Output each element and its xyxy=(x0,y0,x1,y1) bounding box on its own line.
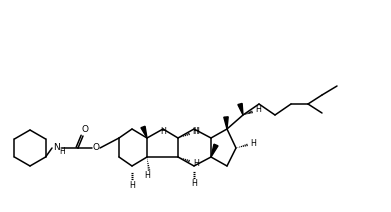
Polygon shape xyxy=(211,144,218,157)
Text: H: H xyxy=(255,106,261,114)
Text: H: H xyxy=(160,127,166,137)
Text: H: H xyxy=(193,159,199,167)
Polygon shape xyxy=(141,126,147,138)
Text: H: H xyxy=(192,127,198,137)
Text: O: O xyxy=(81,124,88,134)
Text: O: O xyxy=(93,144,99,152)
Text: H: H xyxy=(191,180,197,188)
Text: H: H xyxy=(59,146,65,155)
Text: H: H xyxy=(144,172,150,180)
Polygon shape xyxy=(238,103,243,115)
Text: H: H xyxy=(250,138,256,148)
Text: H: H xyxy=(129,180,135,190)
Text: N: N xyxy=(54,144,60,152)
Text: H: H xyxy=(193,127,199,137)
Polygon shape xyxy=(224,117,228,129)
